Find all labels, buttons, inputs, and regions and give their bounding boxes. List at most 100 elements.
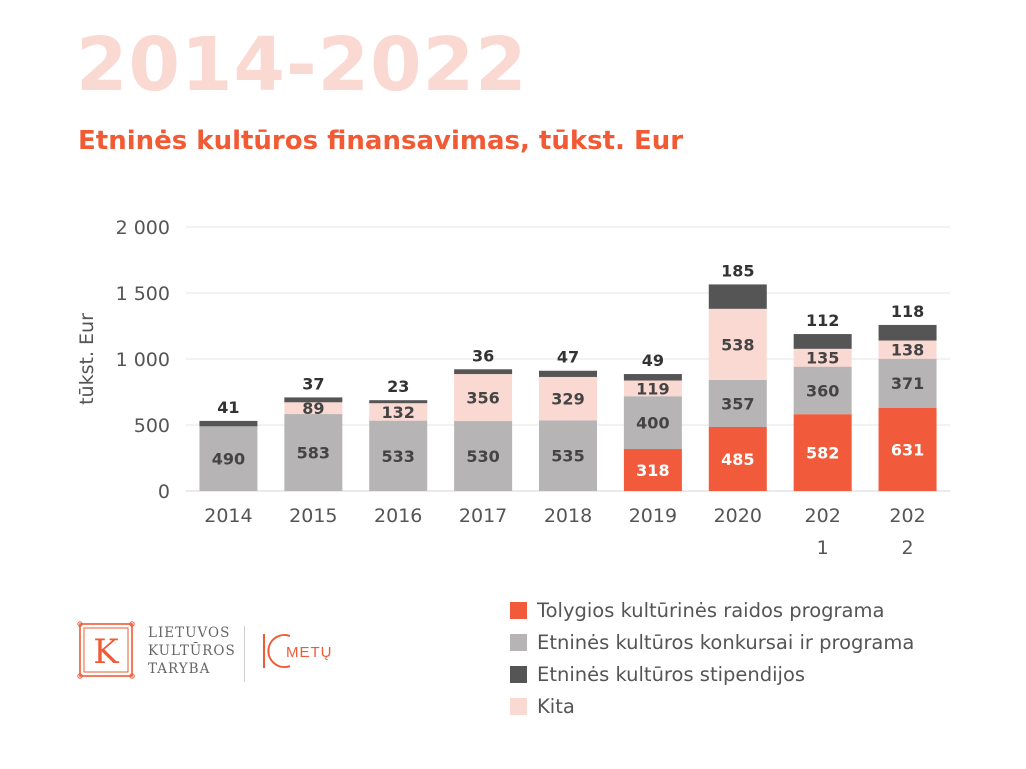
data-label: 538	[721, 335, 754, 354]
data-label: 533	[382, 447, 415, 466]
bar-segment	[369, 403, 428, 421]
legend-swatch	[510, 601, 527, 619]
y-axis-label: tūkst. Eur	[76, 313, 98, 405]
bar-segment	[623, 396, 682, 450]
x-tick-label: 1	[817, 537, 829, 559]
bar-segment	[708, 308, 767, 380]
bar-segment	[454, 374, 513, 422]
logo-line: KULTŪROS	[148, 643, 236, 659]
data-label: 535	[551, 447, 584, 466]
ten-years-logo-icon: METŲ	[263, 634, 333, 668]
bar-segment	[454, 421, 513, 491]
x-tick-label: 2019	[629, 505, 677, 527]
bar-segment	[708, 426, 767, 491]
data-label: 89	[302, 399, 324, 418]
x-tick-label: 2015	[289, 505, 337, 527]
legend-swatch	[510, 697, 527, 715]
x-tick-label: 2018	[544, 505, 592, 527]
anniversary-text: METŲ	[286, 644, 333, 661]
chart-subtitle: Etninės kultūros finansavimas, tūkst. Eu…	[78, 126, 684, 156]
bar-segment	[878, 340, 937, 359]
data-label: 530	[466, 447, 499, 466]
x-tick-label: 2020	[714, 505, 762, 527]
data-label: 185	[721, 261, 754, 280]
bar-segment	[369, 400, 428, 404]
bar-segment	[878, 324, 937, 341]
legend: Tolygios kultūrinės raidos programa Etni…	[510, 594, 914, 722]
data-label: 371	[891, 374, 924, 393]
y-tick-label: 1 000	[116, 349, 170, 371]
x-tick-label: 2014	[204, 505, 252, 527]
bar-segment	[284, 402, 343, 415]
data-label: 329	[551, 390, 584, 409]
data-label: 583	[297, 444, 330, 463]
legend-item: Etninės kultūros konkursai ir programa	[510, 626, 914, 658]
bar-segment	[284, 414, 343, 491]
logo-line: LIETUVOS	[148, 625, 231, 641]
legend-label: Kita	[537, 694, 575, 718]
legend-item: Kita	[510, 690, 914, 722]
data-label: 490	[212, 450, 245, 469]
bar-segment	[369, 420, 428, 491]
logo-divider	[244, 626, 245, 682]
y-tick-label: 0	[158, 481, 170, 503]
legend-item: Tolygios kultūrinės raidos programa	[510, 594, 914, 626]
data-label: 356	[466, 389, 499, 408]
data-label: 41	[217, 398, 239, 417]
data-label: 119	[636, 379, 669, 398]
data-label: 23	[387, 377, 409, 396]
bar-segment	[623, 380, 682, 397]
data-label: 47	[557, 348, 579, 367]
legend-swatch	[510, 633, 527, 651]
bar-segment	[199, 426, 258, 491]
bar-segment	[708, 284, 767, 309]
data-label: 132	[382, 403, 415, 422]
legend-item: Etninės kultūros stipendijos	[510, 658, 914, 690]
bar-segment	[539, 376, 597, 421]
bar-segment	[793, 334, 852, 349]
bar-segment	[793, 366, 852, 415]
stacked-bar-chart: 0 500 1 000 1 500 2 000 tūkst. Eur 490 41 2014 58…	[76, 217, 950, 559]
logo-text: LIETUVOS KULTŪROS TARYBA	[148, 624, 236, 678]
y-tick-label: 1 500	[116, 283, 170, 305]
legend-swatch	[510, 665, 527, 683]
x-tick-label: 202	[889, 505, 925, 527]
x-tick-label: 2017	[459, 505, 507, 527]
bar-segment	[793, 414, 852, 491]
bar-segment	[623, 374, 682, 381]
data-label: 485	[721, 450, 754, 469]
data-label: 112	[806, 311, 839, 330]
data-label: 118	[891, 302, 924, 321]
y-tick-label: 500	[134, 415, 170, 437]
bar-segment	[199, 420, 258, 427]
data-label: 138	[891, 341, 924, 360]
data-label: 318	[636, 461, 669, 480]
y-tick-label: 2 000	[116, 217, 170, 239]
bar-segment	[878, 407, 937, 491]
data-label: 360	[806, 381, 839, 400]
x-tick-label: 2	[902, 537, 914, 559]
data-label: 357	[721, 394, 754, 413]
kulturos-taryba-logo-icon: K	[77, 621, 135, 679]
bar-segment	[878, 358, 937, 408]
data-label: 400	[636, 414, 669, 433]
legend-label: Etninės kultūros stipendijos	[537, 662, 806, 686]
data-label: 36	[472, 346, 494, 365]
x-tick-label: 202	[805, 505, 841, 527]
bar-segment	[539, 420, 597, 491]
svg-text:K: K	[93, 632, 119, 672]
data-label: 49	[642, 351, 664, 370]
bar-segment	[454, 369, 513, 375]
bar-segment	[284, 397, 343, 403]
bar-segment	[623, 449, 682, 491]
data-label: 135	[806, 349, 839, 368]
x-tick-label: 2016	[374, 505, 422, 527]
bar-segment	[539, 370, 597, 377]
legend-label: Tolygios kultūrinės raidos programa	[537, 598, 885, 622]
data-label: 631	[891, 440, 924, 459]
logo-line: TARYBA	[148, 661, 211, 677]
bar-segment	[708, 379, 767, 427]
legend-label: Etninės kultūros konkursai ir programa	[537, 630, 915, 654]
bar-segment	[793, 348, 852, 367]
data-label: 37	[302, 374, 324, 393]
